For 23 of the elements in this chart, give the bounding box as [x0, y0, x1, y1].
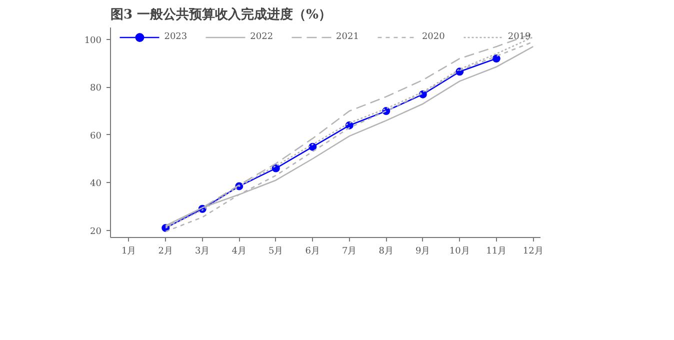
- x-tick-label: 8月: [378, 246, 394, 256]
- chart-title: 图3 一般公共预算收入完成进度（%）: [110, 6, 332, 22]
- y-tick-label: 80: [90, 84, 102, 94]
- x-tick-label: 7月: [342, 246, 357, 256]
- legend-label: 2020: [422, 32, 445, 42]
- legend-label: 2022: [250, 32, 274, 42]
- legend-label: 2023: [164, 32, 188, 42]
- y-tick-label: 100: [84, 36, 102, 46]
- x-tick-label: 12月: [522, 246, 544, 256]
- x-tick-label: 9月: [416, 246, 430, 256]
- x-tick-label: 4月: [232, 246, 247, 256]
- x-tick-label: 5月: [268, 246, 284, 256]
- legend-label: 2021: [336, 32, 359, 42]
- x-tick-label: 1月: [122, 246, 136, 256]
- y-tick-label: 60: [90, 131, 102, 142]
- x-tick-label: 3月: [195, 246, 210, 256]
- x-tick-label: 10月: [449, 246, 470, 256]
- x-tick-label: 11月: [486, 246, 507, 256]
- x-tick-label: 6月: [305, 246, 320, 256]
- x-tick-label: 2月: [158, 246, 173, 256]
- legend-label: 2019: [508, 32, 531, 42]
- y-tick-label: 40: [90, 179, 102, 190]
- y-tick-label: 20: [90, 226, 102, 237]
